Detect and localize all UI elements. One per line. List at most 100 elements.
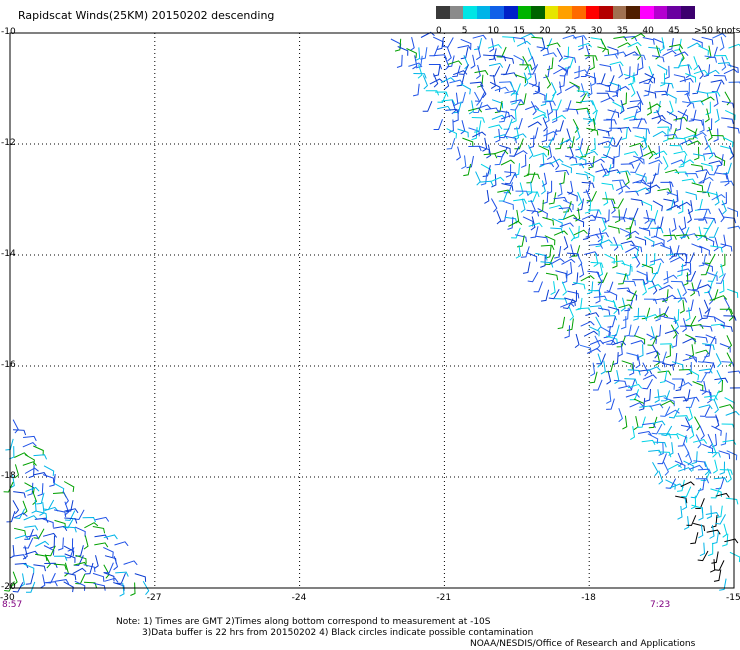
wind-barb xyxy=(590,362,596,377)
wind-barb xyxy=(654,145,661,160)
wind-barb xyxy=(516,40,531,47)
wind-barb xyxy=(83,581,97,588)
wind-barb xyxy=(689,424,695,439)
wind-barb xyxy=(501,114,516,120)
wind-barb xyxy=(526,172,536,184)
wind-barb xyxy=(726,352,733,367)
wind-barb xyxy=(677,479,685,492)
wind-barb xyxy=(726,450,738,461)
wind-barb xyxy=(609,61,624,67)
wind-barb xyxy=(397,46,409,56)
wind-barb xyxy=(461,155,467,170)
wind-barb xyxy=(4,581,15,592)
wind-barb xyxy=(55,579,70,585)
wind-barb xyxy=(607,315,616,328)
wind-barb xyxy=(712,459,718,474)
wind-barb xyxy=(721,100,735,109)
wind-barb xyxy=(710,515,718,528)
wind-barb xyxy=(560,302,575,308)
wind-barb xyxy=(460,83,471,95)
wind-barb xyxy=(67,538,74,552)
wind-barb xyxy=(542,137,554,148)
wind-barb xyxy=(599,64,612,72)
wind-barb xyxy=(677,268,692,274)
wind-barb xyxy=(703,217,717,224)
wind-barb xyxy=(632,279,646,285)
wind-barb xyxy=(480,163,492,175)
wind-barb xyxy=(646,366,661,372)
wind-barb xyxy=(474,91,481,106)
scale-label: 35 xyxy=(616,26,629,36)
wind-barb xyxy=(719,578,727,591)
wind-barb xyxy=(460,38,472,49)
wind-barb xyxy=(476,104,492,110)
wind-barb xyxy=(663,316,677,324)
wind-barb xyxy=(691,243,703,253)
wind-barb xyxy=(613,36,628,42)
wind-barb xyxy=(548,288,560,300)
wind-barb xyxy=(699,542,706,557)
wind-barb xyxy=(446,137,456,150)
wind-barb xyxy=(513,198,527,204)
wind-barb xyxy=(602,154,614,165)
wind-barb xyxy=(499,110,508,123)
wind-barb xyxy=(713,237,719,252)
wind-barb xyxy=(535,235,549,243)
scale-swatch xyxy=(517,6,532,19)
wind-barb xyxy=(584,200,592,214)
wind-barb xyxy=(471,117,485,123)
wind-barb xyxy=(661,362,675,371)
scale-swatch xyxy=(599,6,614,19)
wind-barb xyxy=(463,163,472,177)
wind-barb xyxy=(53,525,68,531)
wind-barb xyxy=(476,64,481,80)
wind-barb xyxy=(531,36,545,44)
wind-barb xyxy=(565,128,571,143)
wind-barb xyxy=(671,334,678,348)
wind-barb xyxy=(103,534,118,540)
wind-barb xyxy=(457,91,466,104)
wind-barb xyxy=(654,389,660,403)
wind-barb xyxy=(562,298,574,310)
wind-barb xyxy=(676,432,688,443)
wind-barb xyxy=(14,534,29,540)
wind-barb xyxy=(638,227,651,236)
wind-barb xyxy=(533,152,548,158)
wind-barb xyxy=(525,105,540,111)
wind-barb xyxy=(504,90,519,96)
wind-barb xyxy=(695,349,710,355)
wind-barb xyxy=(646,350,661,356)
wind-barb xyxy=(536,46,549,54)
wind-barb xyxy=(540,162,555,168)
wind-barb xyxy=(632,54,646,61)
wind-barb xyxy=(606,370,612,385)
wind-barb xyxy=(665,479,676,490)
wind-barb xyxy=(708,164,720,176)
wind-barb xyxy=(541,180,546,195)
wind-barb xyxy=(642,378,653,390)
wind-barb xyxy=(722,136,734,148)
wind-barb xyxy=(666,38,674,51)
wind-barb xyxy=(655,308,661,322)
wind-barb xyxy=(611,260,626,266)
wind-barb xyxy=(628,207,639,219)
scale-swatch xyxy=(640,6,655,19)
wind-barb xyxy=(682,101,695,109)
wind-barb xyxy=(555,270,567,279)
wind-barb xyxy=(677,288,683,303)
wind-barb xyxy=(629,402,644,408)
wind-barb xyxy=(534,108,546,119)
wind-barb xyxy=(685,307,691,322)
wind-barb xyxy=(606,398,615,410)
wind-barb xyxy=(432,73,439,88)
wind-barb xyxy=(619,227,631,239)
wind-barb xyxy=(638,397,646,411)
wind-barb xyxy=(679,227,690,238)
wind-barb xyxy=(514,138,524,150)
wind-barb xyxy=(704,253,716,265)
wind-barb xyxy=(703,315,717,322)
wind-barb xyxy=(690,532,699,545)
wind-barb xyxy=(686,299,694,312)
wind-barb xyxy=(541,129,548,143)
wind-barb xyxy=(564,57,574,69)
